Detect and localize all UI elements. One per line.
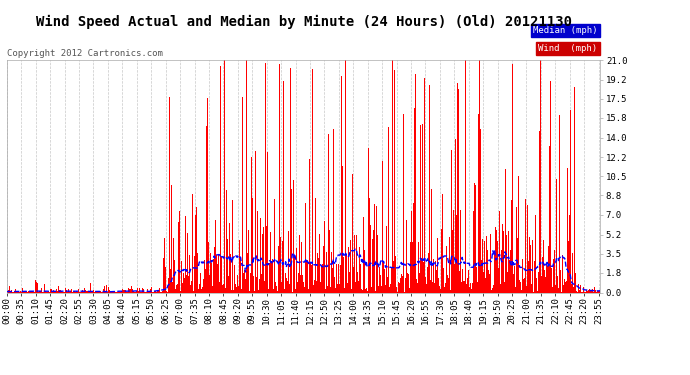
Text: Median (mph): Median (mph) [533, 26, 598, 35]
Text: Wind Speed Actual and Median by Minute (24 Hours) (Old) 20121130: Wind Speed Actual and Median by Minute (… [36, 15, 571, 29]
Text: Wind  (mph): Wind (mph) [538, 44, 598, 53]
Text: Copyright 2012 Cartronics.com: Copyright 2012 Cartronics.com [7, 49, 163, 58]
